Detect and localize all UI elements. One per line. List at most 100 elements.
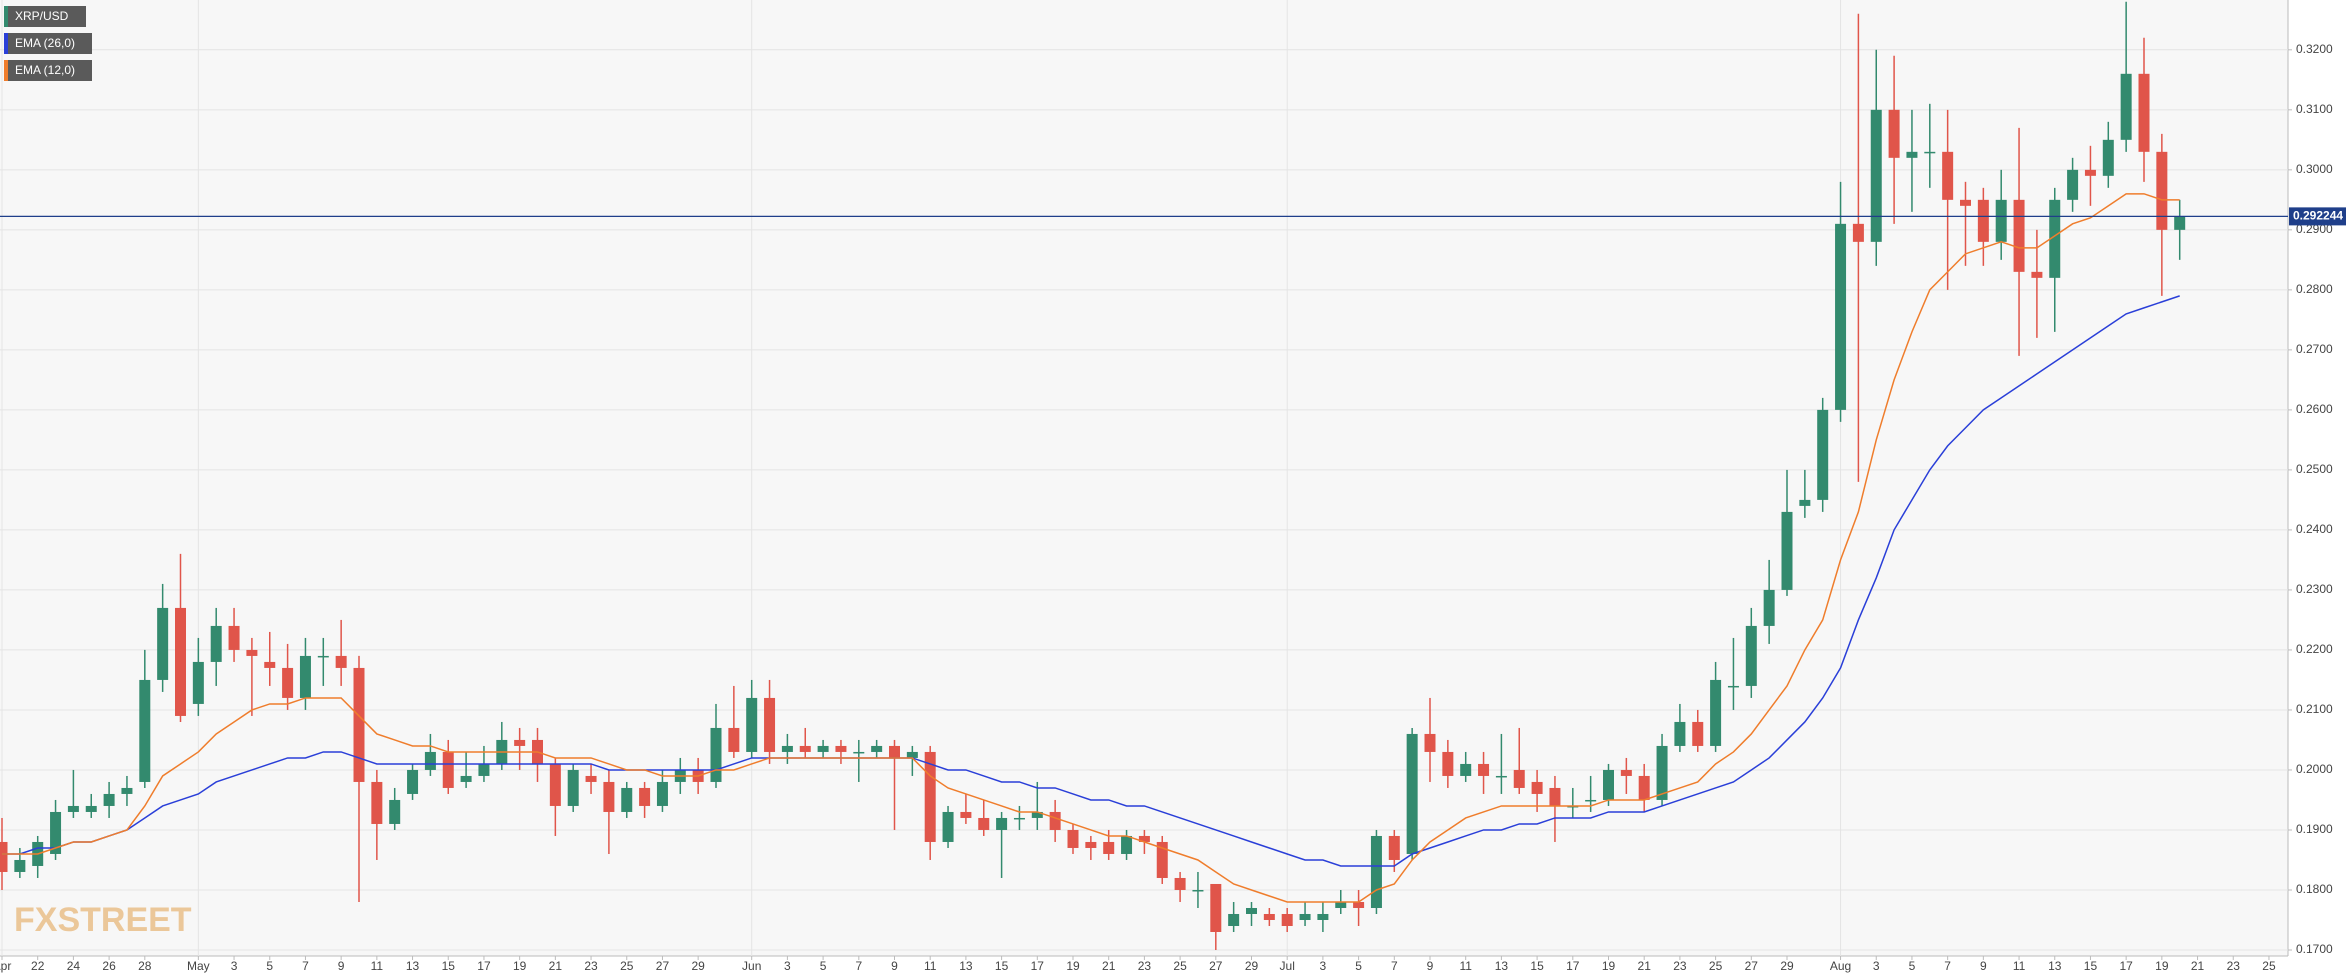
x-tick-label: 13 <box>2048 959 2062 973</box>
candle-body <box>942 811 954 842</box>
candle-body <box>389 799 401 824</box>
candle-body <box>1424 733 1436 752</box>
candle-body <box>1442 751 1454 776</box>
candle-body <box>764 697 776 752</box>
x-tick-label: 19 <box>2155 959 2169 973</box>
candle-body <box>1960 199 1971 206</box>
candle-body <box>960 811 972 818</box>
candle-body <box>85 805 97 812</box>
legend-label: EMA (12,0) <box>15 63 75 77</box>
x-tick-label: 15 <box>442 959 456 973</box>
x-tick-label: 19 <box>513 959 527 973</box>
candle-body <box>1817 409 1829 500</box>
x-tick-label: 13 <box>406 959 420 973</box>
candle-body <box>1870 109 1882 242</box>
candle-body <box>2067 169 2079 200</box>
x-tick-label: 11 <box>924 959 937 973</box>
x-tick-label: 9 <box>338 959 345 973</box>
y-tick-label: 0.1800 <box>2296 882 2333 896</box>
candle-body <box>103 793 115 806</box>
x-tick-label: 3 <box>784 959 791 973</box>
candle-body <box>889 745 900 758</box>
candle-body <box>2174 216 2186 230</box>
plot-background <box>0 0 2288 956</box>
candle-body <box>1620 769 1632 776</box>
candle-body <box>1246 907 1257 914</box>
ema-line <box>2 295 2180 867</box>
candle-body <box>1210 883 1222 932</box>
x-tick-label: Aug <box>1830 959 1851 973</box>
y-tick-label: 0.1700 <box>2296 942 2333 956</box>
x-tick-label: 27 <box>1209 959 1223 973</box>
x-tick-label: 22 <box>31 959 45 973</box>
candle-body <box>1085 841 1097 848</box>
candle-body <box>2031 271 2043 278</box>
candle-body <box>1174 877 1186 890</box>
x-tick-label: 17 <box>2119 959 2133 973</box>
candle-body <box>1603 769 1614 800</box>
candle-body <box>1317 913 1329 920</box>
candle-body <box>728 727 740 752</box>
candle-body <box>746 697 758 752</box>
x-tick-label: 3 <box>1873 959 1880 973</box>
candle-body <box>424 751 436 770</box>
y-tick-label: 0.1900 <box>2296 822 2333 836</box>
x-tick-label: 7 <box>855 959 862 973</box>
candle-body <box>1121 835 1133 854</box>
candle-body <box>1638 775 1650 800</box>
x-tick-label: May <box>187 959 210 973</box>
candle-body <box>1192 889 1204 892</box>
y-tick-label: 0.2800 <box>2296 282 2333 296</box>
candle-body <box>978 817 990 830</box>
x-tick-label: 23 <box>1138 959 1152 973</box>
y-tick-label: 0.2700 <box>2296 342 2333 356</box>
x-tick-label: 26 <box>102 959 116 973</box>
candle-body <box>460 775 472 782</box>
legend-swatch <box>4 33 8 54</box>
candle-body <box>1335 901 1347 908</box>
x-tick-label: 17 <box>1031 959 1045 973</box>
candle-body <box>1906 151 1918 158</box>
candle-body <box>157 607 169 680</box>
x-tick-label: 11 <box>2013 959 2026 973</box>
candle-body <box>1388 835 1400 860</box>
y-tick-label: 0.2500 <box>2296 462 2333 476</box>
candle-body <box>210 625 222 662</box>
candle-body <box>1531 781 1543 794</box>
x-tick-label: 19 <box>1602 959 1616 973</box>
candle-body <box>1942 151 1954 200</box>
x-tick-label: 25 <box>620 959 634 973</box>
candle-body <box>835 745 847 752</box>
x-tick-label: 25 <box>2262 959 2276 973</box>
candle-body <box>353 667 365 782</box>
y-tick-label: 0.2600 <box>2296 402 2333 416</box>
x-tick-label: Jul <box>1280 959 1295 973</box>
x-tick-label: 21 <box>2191 959 2205 973</box>
x-tick-label: 23 <box>584 959 598 973</box>
legend-label: EMA (26,0) <box>15 36 75 50</box>
candle-body <box>1478 763 1490 776</box>
x-tick-label: Jun <box>742 959 761 973</box>
candle-body <box>1585 799 1597 802</box>
candle-body <box>317 655 329 658</box>
x-tick-label: Apr <box>0 959 11 973</box>
candle-body <box>621 787 633 812</box>
candle-body <box>442 751 454 788</box>
candle-body <box>710 727 722 782</box>
y-tick-label: 0.2300 <box>2296 582 2333 596</box>
x-tick-label: 15 <box>1530 959 1544 973</box>
x-tick-label: 21 <box>1638 959 1652 973</box>
x-tick-label: 9 <box>1980 959 1987 973</box>
x-tick-label: 27 <box>656 959 670 973</box>
candle-body <box>1799 499 1811 506</box>
candle-body <box>1281 913 1293 926</box>
candle-body <box>514 739 526 746</box>
candle-body <box>656 781 668 806</box>
candle-body <box>906 751 918 758</box>
legend-box <box>4 33 92 54</box>
candle-body <box>1888 109 1900 158</box>
candle-body <box>1835 223 1847 410</box>
candle-body <box>1852 223 1864 242</box>
y-tick-label: 0.2000 <box>2296 762 2333 776</box>
candle-body <box>781 745 793 752</box>
